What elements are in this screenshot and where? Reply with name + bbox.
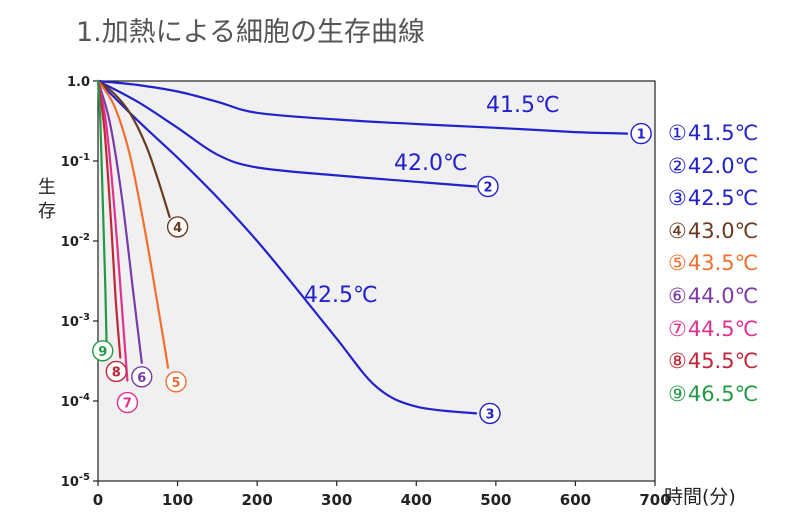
y-tick-label: 10-4 <box>61 392 90 410</box>
series-end-marker-2 <box>477 175 499 198</box>
legend-marker: ④ <box>668 218 687 243</box>
page-title: 1.加熱による細胞の生存曲線 <box>76 17 425 48</box>
x-tick-label: 600 <box>560 491 591 509</box>
y-axis-label: 生存 <box>38 177 56 222</box>
series-end-marker-number: 7 <box>123 397 132 412</box>
legend-label: 41.5℃ <box>687 121 759 145</box>
legend-label: 42.0℃ <box>687 153 759 178</box>
series-line-8 <box>96 79 122 359</box>
legend-label: 44.0℃ <box>687 283 759 308</box>
legend-label: 42.5℃ <box>687 186 759 211</box>
y-tick-label: 10-2 <box>61 232 90 250</box>
legend-marker: ⑨ <box>668 381 687 406</box>
series-line-5 <box>96 79 170 369</box>
inline-series-label: 41.5℃ <box>486 93 560 118</box>
legend: ①41.5℃ ②42.0℃ ③42.5℃ ④43.0℃ ⑤43.5℃ ⑥44.0℃ ⑦44.… <box>668 117 758 410</box>
series-end-marker-number: 8 <box>112 365 121 380</box>
x-axis-label: 時間(分) <box>664 486 736 508</box>
legend-item: ⑤43.5℃ <box>668 247 758 280</box>
legend-item: ⑦44.5℃ <box>668 313 758 346</box>
inline-series-label: 42.5℃ <box>304 283 378 308</box>
series-end-marker-9 <box>92 340 114 362</box>
series-line-7 <box>96 79 129 382</box>
series-line-2 <box>96 79 478 188</box>
series-line-6 <box>96 79 143 364</box>
x-tick-label: 700 <box>639 491 670 509</box>
legend-marker: ⑤ <box>668 251 687 276</box>
legend-marker: ⑦ <box>668 316 687 341</box>
series-end-marker-number: 4 <box>173 221 182 236</box>
legend-item: ⑨46.5℃ <box>668 378 758 411</box>
y-tick-label: 1.0 <box>67 75 90 90</box>
series-end-marker-number: 9 <box>98 345 107 360</box>
series-line-9 <box>96 79 108 354</box>
x-tick-label: 500 <box>480 491 511 509</box>
series-line-1 <box>96 79 629 135</box>
y-tick-label: 10-5 <box>61 472 90 490</box>
series-end-marker-number: 1 <box>637 128 646 143</box>
x-tick-label: 400 <box>401 491 432 509</box>
x-tick-label: 300 <box>321 491 352 509</box>
legend-item: ②42.0℃ <box>668 150 758 183</box>
series-line-3 <box>96 79 478 415</box>
series-end-marker-4 <box>166 216 189 238</box>
x-tick-label: 100 <box>162 491 193 509</box>
legend-label: 45.5℃ <box>687 349 759 374</box>
legend-item: ③42.5℃ <box>668 182 758 215</box>
legend-item: ①41.5℃ <box>668 117 758 150</box>
legend-marker: ⑧ <box>668 349 687 374</box>
series-end-marker-3 <box>479 402 501 425</box>
legend-marker: ③ <box>668 186 687 211</box>
y-tick-label: 10-3 <box>61 312 90 330</box>
series-end-marker-5 <box>165 371 187 393</box>
legend-label: 44.5℃ <box>687 316 759 341</box>
legend-item: ⑧45.5℃ <box>668 345 758 378</box>
legend-item: ④43.0℃ <box>668 215 758 248</box>
series-end-marker-number: 3 <box>485 407 494 422</box>
legend-label: 43.0℃ <box>687 218 759 243</box>
y-tick-label: 10-1 <box>61 152 90 170</box>
series-end-marker-1 <box>630 122 652 145</box>
x-tick-label: 0 <box>93 491 103 509</box>
inline-series-label: 42.0℃ <box>394 151 468 176</box>
legend-marker: ⑥ <box>668 283 687 308</box>
series-end-marker-8 <box>105 360 127 383</box>
legend-label: 46.5℃ <box>687 381 759 406</box>
series-end-marker-6 <box>131 366 153 388</box>
series-line-4 <box>96 79 171 218</box>
series-end-marker-number: 5 <box>171 376 180 391</box>
legend-label: 43.5℃ <box>687 251 759 276</box>
legend-marker: ① <box>668 121 687 145</box>
plot-area <box>97 80 656 482</box>
x-tick-label: 200 <box>241 491 272 509</box>
series-end-marker-number: 2 <box>483 181 492 196</box>
legend-marker: ② <box>668 153 687 178</box>
series-end-marker-number: 6 <box>137 371 146 386</box>
series-end-marker-7 <box>116 391 139 414</box>
legend-item: ⑥44.0℃ <box>668 280 758 313</box>
